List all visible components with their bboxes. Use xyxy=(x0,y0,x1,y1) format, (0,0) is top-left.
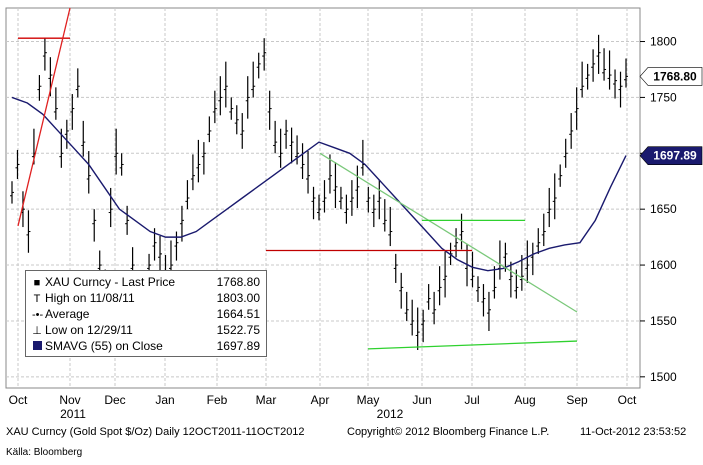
x-tick-label: May xyxy=(357,393,380,407)
low-marker-icon: ⊥ xyxy=(32,325,42,337)
legend-average-label: Average xyxy=(45,307,90,321)
y-tick-label: 1650 xyxy=(650,202,677,216)
x-tick-label: Jan xyxy=(155,393,174,407)
y-tick-label: 1750 xyxy=(650,90,677,104)
legend-title-row: ■ XAU Curncy - Last Price xyxy=(32,274,175,290)
legend-title-value: 1768.80 xyxy=(216,275,260,289)
sma-swatch-icon xyxy=(32,339,42,355)
y-tick-label: 1550 xyxy=(650,314,677,328)
y-tick-label: 1600 xyxy=(650,258,677,272)
legend-average-value: 1664.51 xyxy=(216,307,260,321)
legend-high-label: High on 11/08/11 xyxy=(45,291,135,305)
last-price-badge: 1768.80 xyxy=(653,69,697,83)
x-tick-label: Mar xyxy=(256,393,277,407)
x-tick-label: Nov xyxy=(59,393,80,407)
last-price-badge-shape xyxy=(639,67,703,86)
legend-sma-value: 1697.89 xyxy=(216,339,260,353)
x-tick-label: Aug xyxy=(514,393,535,407)
average-marker-icon: -•- xyxy=(32,309,44,321)
lower-line xyxy=(367,340,578,350)
legend-high-row: T High on 11/08/11 xyxy=(32,290,135,306)
legend-low-value: 1522.75 xyxy=(216,323,260,337)
legend-low-label: Low on 12/29/11 xyxy=(45,323,133,337)
year-label: 2012 xyxy=(377,407,404,421)
x-tick-label: Sep xyxy=(566,393,588,407)
legend-sma-label: SMAVG (55) on Close xyxy=(45,339,163,353)
channel-line xyxy=(319,152,578,313)
x-tick-label: Dec xyxy=(104,393,125,407)
legend-high-value: 1803.00 xyxy=(216,291,260,305)
x-tick-label: Jun xyxy=(412,393,431,407)
y-tick-label: 1500 xyxy=(650,370,677,384)
x-tick-label: Jul xyxy=(464,393,479,407)
sma55-line xyxy=(11,96,627,272)
ticker-title: XAU Curncy (Gold Spot $/Oz) Daily 12OCT2… xyxy=(6,426,305,438)
chart-legend: ■ XAU Curncy - Last Price 1768.80 T High o… xyxy=(25,270,267,357)
x-tick-label: Apr xyxy=(311,393,330,407)
timestamp-text: 11-Oct-2012 23:53:52 xyxy=(580,426,687,438)
sma-badge: 1697.89 xyxy=(653,149,697,163)
x-tick-label: Oct xyxy=(618,393,637,407)
sma-badge-shape xyxy=(639,146,703,165)
y-tick-label: 1800 xyxy=(650,35,677,49)
copyright-text: Copyright© 2012 Bloomberg Finance L.P. xyxy=(347,426,550,438)
x-tick-label: Feb xyxy=(207,393,228,407)
legend-low-row: ⊥ Low on 12/29/11 xyxy=(32,322,133,338)
x-tick-label: Oct xyxy=(9,393,28,407)
legend-average-row: -•- Average xyxy=(32,306,89,322)
legend-sma-row: SMAVG (55) on Close xyxy=(32,338,163,354)
downtrend-line xyxy=(17,7,71,227)
high-marker-icon: T xyxy=(33,293,41,305)
source-text: Källa: Bloomberg xyxy=(6,447,83,458)
year-label: 2011 xyxy=(60,407,86,421)
legend-title: XAU Curncy - Last Price xyxy=(45,275,176,289)
legend-square-icon: ■ xyxy=(33,277,41,289)
